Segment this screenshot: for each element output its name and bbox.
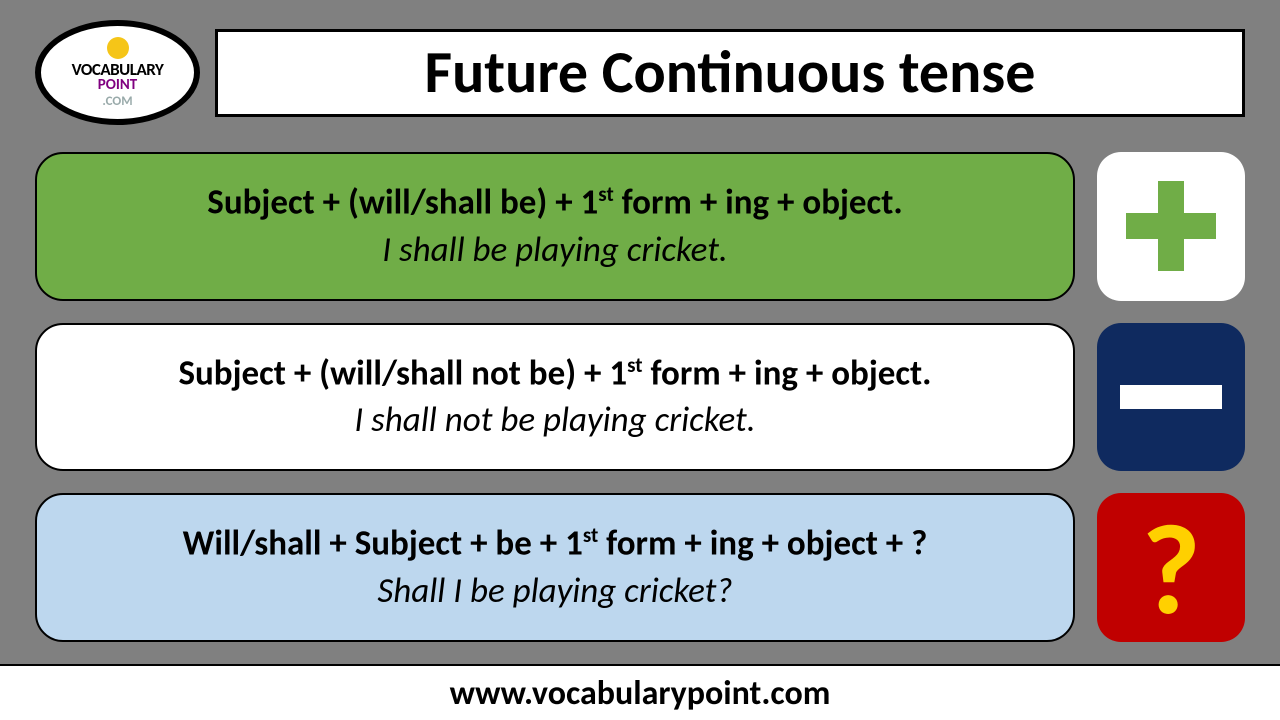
logo-badge: VOCABULARY POINT .COM — [35, 20, 200, 125]
rule-example-affirmative: I shall be playing cricket. — [382, 229, 728, 271]
rules-container: Subject + (will/shall be) + 1st form + i… — [35, 152, 1245, 642]
page-title: Future Continuous tense — [425, 36, 1036, 109]
rule-box-negative: Subject + (will/shall not be) + 1st form… — [35, 323, 1075, 472]
logo-text-point: POINT — [98, 78, 137, 93]
question-icon-box: ? — [1097, 493, 1245, 642]
rule-box-interrogative: Will/shall + Subject + be + 1st form + i… — [35, 493, 1075, 642]
header-row: VOCABULARY POINT .COM Future Continuous … — [35, 20, 1245, 125]
plus-icon-box — [1097, 152, 1245, 301]
logo-text-com: .COM — [102, 95, 132, 108]
minus-icon-box — [1097, 323, 1245, 472]
rule-box-affirmative: Subject + (will/shall be) + 1st form + i… — [35, 152, 1075, 301]
rule-example-negative: I shall not be playing cricket. — [354, 399, 755, 441]
question-icon: ? — [1141, 516, 1200, 625]
rule-formula-interrogative: Will/shall + Subject + be + 1st form + i… — [183, 523, 928, 564]
minus-icon — [1120, 385, 1222, 409]
plus-icon — [1126, 181, 1216, 271]
footer-url: www.vocabularypoint.com — [0, 664, 1280, 720]
rule-formula-affirmative: Subject + (will/shall be) + 1st form + i… — [207, 182, 902, 223]
rule-row-affirmative: Subject + (will/shall be) + 1st form + i… — [35, 152, 1245, 301]
rule-formula-negative: Subject + (will/shall not be) + 1st form… — [178, 353, 931, 394]
rule-row-interrogative: Will/shall + Subject + be + 1st form + i… — [35, 493, 1245, 642]
title-box: Future Continuous tense — [215, 29, 1245, 117]
rule-example-interrogative: Shall I be playing cricket? — [377, 570, 732, 612]
logo-dot-icon — [107, 37, 129, 59]
rule-row-negative: Subject + (will/shall not be) + 1st form… — [35, 323, 1245, 472]
infographic-canvas: VOCABULARY POINT .COM Future Continuous … — [0, 0, 1280, 720]
